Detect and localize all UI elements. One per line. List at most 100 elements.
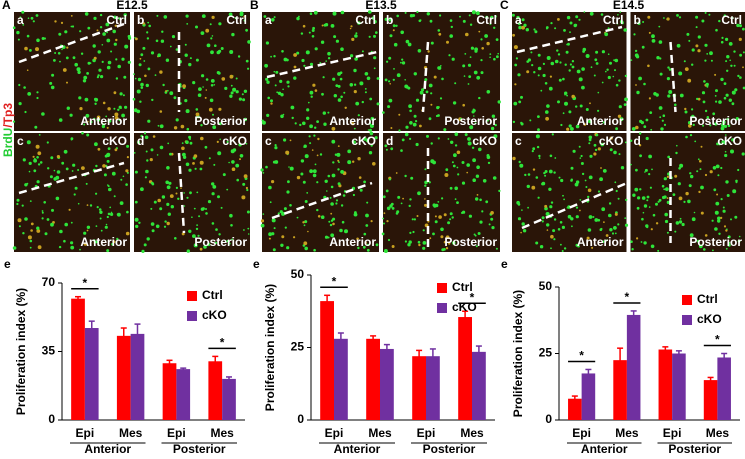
x-tick-label: Epi: [325, 426, 344, 440]
micrograph: a Ctrl Anterior: [512, 11, 628, 131]
group-label: Ctrl: [476, 13, 497, 27]
bar: [412, 356, 426, 420]
y-tick-label: 25: [539, 346, 553, 360]
legend-swatch: [682, 295, 692, 305]
significance-star: *: [579, 349, 584, 363]
stain-part: BrdU: [1, 128, 15, 157]
x-tick-label: Mes: [615, 426, 639, 440]
group-label: Ctrl: [721, 13, 742, 27]
region-label: Anterior: [80, 235, 127, 249]
y-tick-label: 50: [539, 279, 553, 293]
group-label: Posterior: [173, 442, 226, 454]
legend-label: cKO: [202, 308, 227, 322]
group-label: Posterior: [423, 442, 476, 454]
group-label: cKO: [472, 134, 497, 148]
legend-swatch: [437, 283, 447, 293]
region-label: Anterior: [577, 235, 624, 249]
stage-label: E14.5: [613, 0, 645, 12]
image-tag: a: [265, 13, 272, 27]
micrograph-bg: [14, 133, 130, 252]
x-tick-label: Epi: [417, 426, 436, 440]
micrograph: d cKO Posterior: [382, 133, 501, 254]
bar: [426, 356, 440, 420]
bar: [163, 363, 177, 420]
bar: [131, 334, 145, 420]
image-tag: d: [386, 134, 393, 148]
bar: [366, 339, 380, 420]
bar: [472, 352, 486, 420]
image-tag: b: [386, 13, 393, 27]
bar: [208, 361, 222, 420]
region-label: Anterior: [577, 114, 624, 128]
bar: [458, 317, 472, 420]
y-tick-label: 70: [42, 275, 56, 289]
image-tag: c: [515, 134, 522, 148]
legend-label: Ctrl: [697, 292, 718, 306]
group-label: Anterior: [334, 442, 381, 454]
region-label: Anterior: [329, 114, 376, 128]
x-tick-label: Mes: [368, 426, 392, 440]
significance-star: *: [83, 276, 88, 290]
group-label: cKO: [351, 134, 376, 148]
y-tick-label: 0: [545, 412, 552, 426]
bar: [659, 350, 673, 420]
micrograph-bg: [262, 133, 379, 252]
stage-label: E12.5: [116, 0, 148, 12]
image-tag: c: [265, 134, 272, 148]
y-axis-label: Proliferation index (%): [14, 288, 28, 415]
region-label: Posterior: [444, 235, 497, 249]
group-label: Anterior: [581, 442, 628, 454]
panel-letter: A: [2, 0, 11, 12]
stain-part: /Tp3: [1, 103, 15, 128]
bar: [176, 369, 190, 420]
group-label: cKO: [717, 134, 742, 148]
region-label: Anterior: [329, 235, 376, 249]
image-tag: a: [17, 13, 24, 27]
bar: [222, 379, 236, 420]
bar: [704, 380, 718, 420]
bar: [71, 299, 85, 420]
image-tag: d: [137, 134, 144, 148]
micrograph-bg: [262, 12, 379, 131]
panel-letter: B: [250, 0, 259, 12]
legend-swatch: [187, 291, 197, 301]
x-tick-label: Mes: [460, 426, 484, 440]
bar: [380, 349, 394, 420]
bar: [672, 354, 686, 421]
micrograph: c cKO Anterior: [261, 132, 380, 252]
legend-swatch: [682, 315, 692, 325]
region-label: Posterior: [194, 235, 247, 249]
group-label: cKO: [222, 134, 247, 148]
y-tick-label: 0: [48, 412, 55, 426]
group-label: Ctrl: [106, 13, 127, 27]
legend-swatch: [187, 311, 197, 321]
region-label: Posterior: [444, 114, 497, 128]
bar: [582, 373, 596, 420]
x-tick-label: Mes: [210, 426, 234, 440]
significance-star: *: [715, 333, 720, 347]
legend-label: cKO: [452, 300, 477, 314]
group-label: Ctrl: [603, 13, 624, 27]
group-label: Ctrl: [226, 13, 247, 27]
significance-star: *: [332, 274, 337, 288]
micrograph-bg: [14, 12, 130, 131]
group-label: Anterior: [84, 442, 131, 454]
bar: [117, 336, 131, 420]
y-axis-label: Proliferation index (%): [263, 284, 277, 411]
bar: [568, 399, 582, 420]
x-tick-label: Epi: [167, 426, 186, 440]
panel-label: e: [4, 257, 11, 271]
bar: [627, 315, 641, 420]
y-tick-label: 0: [297, 412, 304, 426]
legend-label: cKO: [697, 312, 722, 326]
group-label: cKO: [102, 134, 127, 148]
panel-letter: C: [500, 0, 509, 12]
image-tag: a: [515, 13, 522, 27]
bar: [85, 328, 99, 420]
